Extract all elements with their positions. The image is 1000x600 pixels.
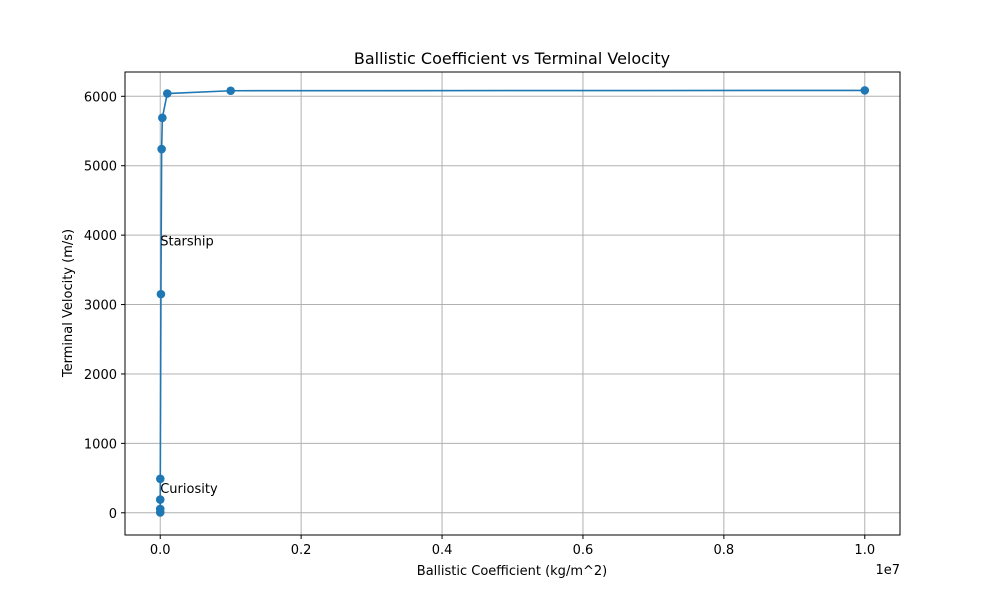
x-axis-label: Ballistic Coefficient (kg/m^2) bbox=[417, 564, 607, 579]
data-point bbox=[158, 113, 167, 123]
data-point bbox=[860, 86, 870, 95]
x-tick-label: 0.2 bbox=[291, 543, 312, 558]
x-tick-label: 0.6 bbox=[573, 543, 594, 558]
grid bbox=[125, 72, 900, 535]
y-tick-label: 6000 bbox=[84, 90, 117, 105]
data-point bbox=[155, 504, 165, 514]
chart-title: Ballistic Coefficient vs Terminal Veloci… bbox=[354, 49, 670, 68]
x-axis-offset-label: 1e7 bbox=[875, 563, 900, 578]
x-tick-label: 0.8 bbox=[714, 543, 735, 558]
y-tick-label: 5000 bbox=[84, 160, 117, 175]
data-point bbox=[162, 89, 172, 98]
y-tick-label: 0 bbox=[109, 507, 117, 522]
plot-frame bbox=[124, 71, 901, 536]
y-tick-label: 4000 bbox=[84, 229, 117, 244]
x-tick-label: 0.4 bbox=[432, 543, 453, 558]
x-tick-label: 1.0 bbox=[854, 543, 875, 558]
y-tick-label: 2000 bbox=[84, 368, 117, 383]
y-tick-label: 1000 bbox=[84, 437, 117, 452]
data-point bbox=[155, 495, 165, 504]
series-line bbox=[159, 89, 865, 513]
data-point bbox=[226, 86, 235, 96]
annotations: Starship Curiosity bbox=[160, 235, 218, 497]
annotation-label: Starship bbox=[160, 235, 214, 250]
y-tick-label: 3000 bbox=[84, 299, 117, 314]
data-point bbox=[155, 474, 165, 484]
ticks: 0.0 0.2 0.4 0.6 0.8 1.0 0 1000 2000 3000 4000 5000 6… bbox=[84, 90, 875, 558]
series bbox=[155, 86, 870, 517]
y-axis-label: Terminal Velocity (m/s) bbox=[61, 229, 76, 378]
data-point bbox=[156, 289, 166, 299]
data-point bbox=[157, 144, 166, 154]
x-tick-label: 0.0 bbox=[150, 543, 171, 558]
annotation-label: Curiosity bbox=[160, 482, 218, 497]
